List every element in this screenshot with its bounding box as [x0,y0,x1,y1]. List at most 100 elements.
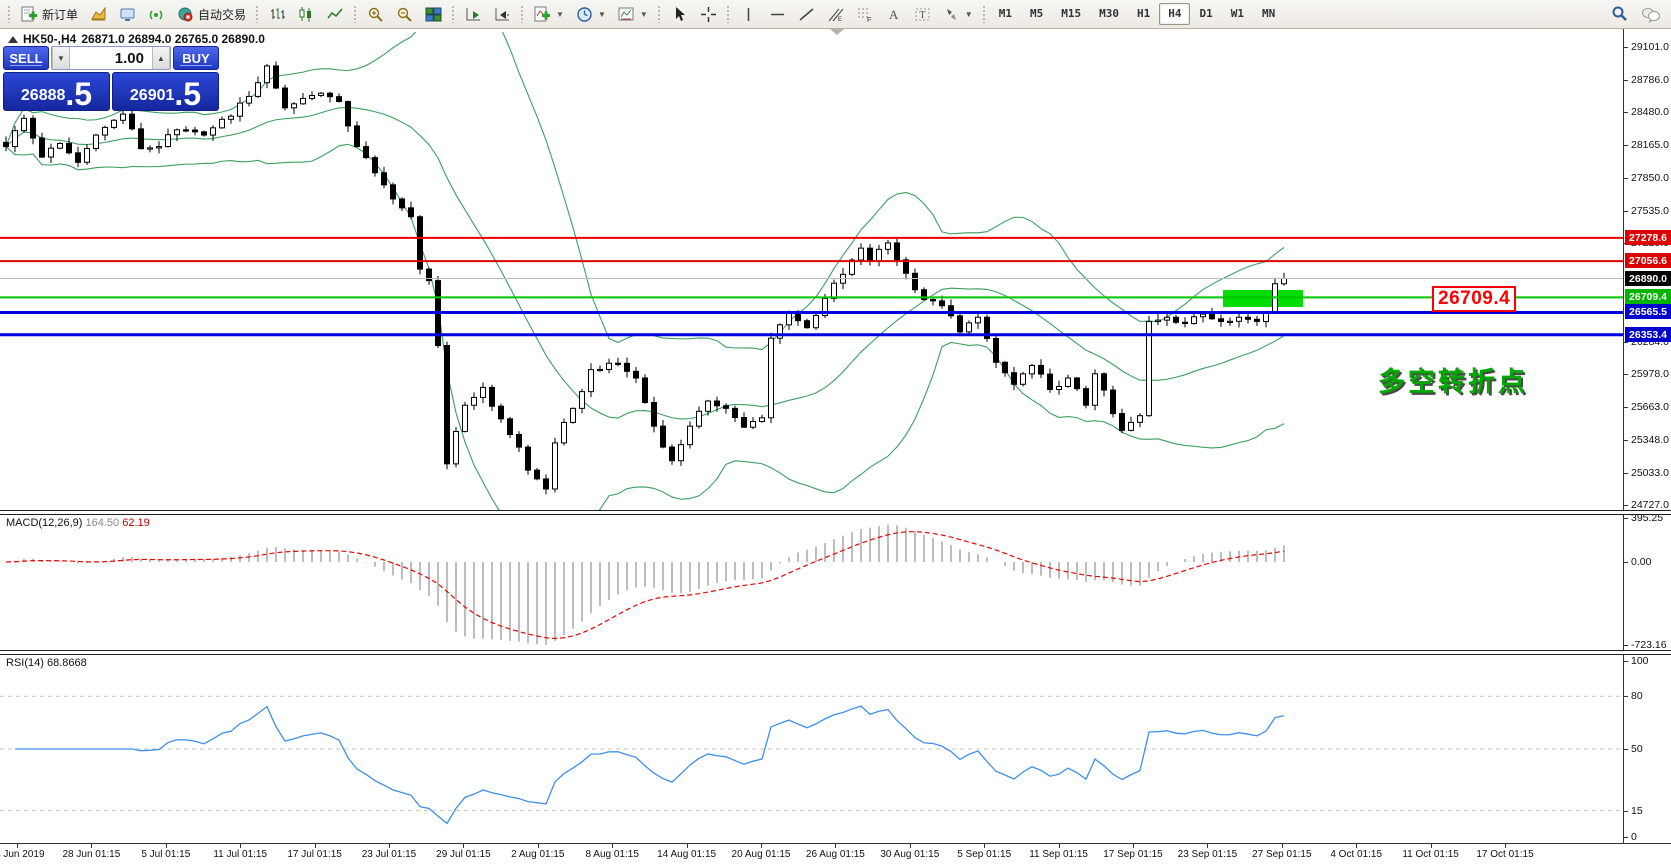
window-splitter-handle[interactable] [830,29,844,35]
sell-button[interactable]: SELL [3,46,49,70]
candle-body [1164,316,1170,321]
search-button[interactable] [1605,2,1635,26]
chevron-down-icon[interactable]: ▼ [639,9,648,19]
price-axis[interactable]: 29101.0 28786.0 28480.0 28165.0 27850.0 27535… [1623,29,1671,843]
candle-body [1191,316,1197,325]
panel-splitter[interactable] [0,510,1671,515]
candle-body [291,103,297,109]
chart-annotation-text[interactable]: 多空转折点 [1378,367,1528,397]
timeframe-h4-button[interactable]: H4 [1159,3,1191,25]
autotrade-button[interactable]: 自动交易 [171,2,252,26]
fibonacci-button[interactable]: F [850,2,879,26]
candle-body [507,418,513,435]
line-chart-button[interactable] [321,2,350,26]
candle-body [705,400,711,412]
zoom-in-button[interactable] [361,2,390,26]
timeframe-h1-button[interactable]: H1 [1136,7,1151,20]
chevron-down-icon[interactable]: ▼ [597,9,606,19]
candle-body [615,362,621,365]
candle-body [111,119,117,128]
timeframe-m5-button[interactable]: M5 [1029,7,1044,20]
candlestick-chart-button[interactable] [292,2,321,26]
time-tick-mark [1356,844,1358,848]
candle-body [480,386,486,398]
new-order-button[interactable]: 新订单 [15,2,84,26]
panel-splitter[interactable] [0,650,1671,655]
timeframe-w1-button[interactable]: W1 [1230,7,1244,20]
time-tick-label: 27 Sep 01:15 [1252,849,1312,860]
candle-body [516,433,522,448]
rsi-panel-canvas[interactable] [0,655,1623,843]
svg-text:E: E [838,17,842,23]
timeframe-mn-button[interactable]: MN [1261,7,1276,20]
candle-body [750,421,756,428]
sell-price-int: 26888 [20,87,66,104]
crosshair-button[interactable] [694,2,723,26]
indicators-icon [534,6,551,23]
main-chart-canvas[interactable] [0,32,1623,510]
candle-body [1056,385,1062,391]
macd-panel-canvas[interactable] [0,515,1623,650]
horizontal-line-button[interactable] [763,2,792,26]
candle-body [1182,321,1188,325]
candle-body [1074,377,1080,390]
price-tick-label: 25348.0 [1631,434,1669,446]
timeframe-m30-button[interactable]: M30 [1099,7,1119,20]
highlight-rectangle[interactable] [1223,290,1303,307]
trendline-button[interactable] [792,2,821,26]
sell-price-display[interactable]: 26888.5 [3,72,110,111]
periods-button[interactable]: ▼ [570,2,612,26]
timeframe-d1-button[interactable]: D1 [1199,7,1213,20]
candle-body [687,425,693,446]
candle-body [525,446,531,471]
signals-button[interactable] [142,2,171,26]
rsi-label: RSI(14) 68.8668 [6,657,87,669]
bar-chart-button[interactable] [263,2,292,26]
buy-button[interactable]: BUY [173,46,219,70]
time-tick-mark [17,844,18,848]
price-level-flag[interactable]: 26709.4 [1432,286,1517,313]
chat-button[interactable] [1635,2,1667,26]
tile-icon [425,6,442,23]
candle-body [930,298,936,302]
volume-increase-button[interactable]: ▲ [152,47,170,69]
cursor-button[interactable] [665,2,694,26]
chevron-down-icon[interactable]: ▼ [556,9,564,19]
candle-body [633,370,639,379]
vertical-line-button[interactable] [734,2,763,26]
candle-body [39,137,45,158]
text-label-button[interactable]: T [908,2,937,26]
candle-body [561,421,567,444]
crosshair-icon [700,6,717,23]
tile-windows-button[interactable] [419,2,448,26]
templates-button[interactable]: ▼ [612,2,654,26]
terminal-button[interactable] [113,2,142,26]
indicators-button[interactable]: ▼ [528,2,570,26]
chart-window[interactable]: HK50-,H4 26871.0 26894.0 26765.0 26890.0… [0,29,1671,865]
axis-tick-mark [1624,145,1628,146]
candle-body [210,127,216,136]
time-axis[interactable]: 24 Jun 2019 28 Jun 01:15 5 Jul 01:15 11 Jul… [0,843,1671,865]
timeframe-m15-button[interactable]: M15 [1061,7,1082,20]
candle-body [1209,313,1215,320]
open-chart-button[interactable] [84,2,113,26]
zoom-out-icon [396,6,413,23]
candle-body [885,242,891,250]
text-button[interactable]: A [879,2,908,26]
timeframe-m1-button[interactable]: M1 [998,7,1012,20]
candle-body [408,207,414,218]
candle-body [1128,421,1134,431]
equidistant-channel-button[interactable]: E [821,2,850,26]
auto-scroll-button[interactable] [459,2,488,26]
chart-shift-button[interactable] [488,2,517,26]
volume-value[interactable]: 1.00 [114,49,144,67]
zoom-out-button[interactable] [390,2,419,26]
chevron-down-icon[interactable]: ▼ [964,9,973,19]
volume-decrease-button[interactable]: ▼ [52,47,70,69]
candle-body [984,316,990,339]
time-tick-label: 26 Aug 01:15 [805,849,865,860]
arrows-button[interactable]: ▼ [937,2,979,26]
buy-price-display[interactable]: 26901.5 [112,72,219,111]
candle-body [597,368,603,372]
collapse-arrow-icon[interactable] [8,35,18,43]
